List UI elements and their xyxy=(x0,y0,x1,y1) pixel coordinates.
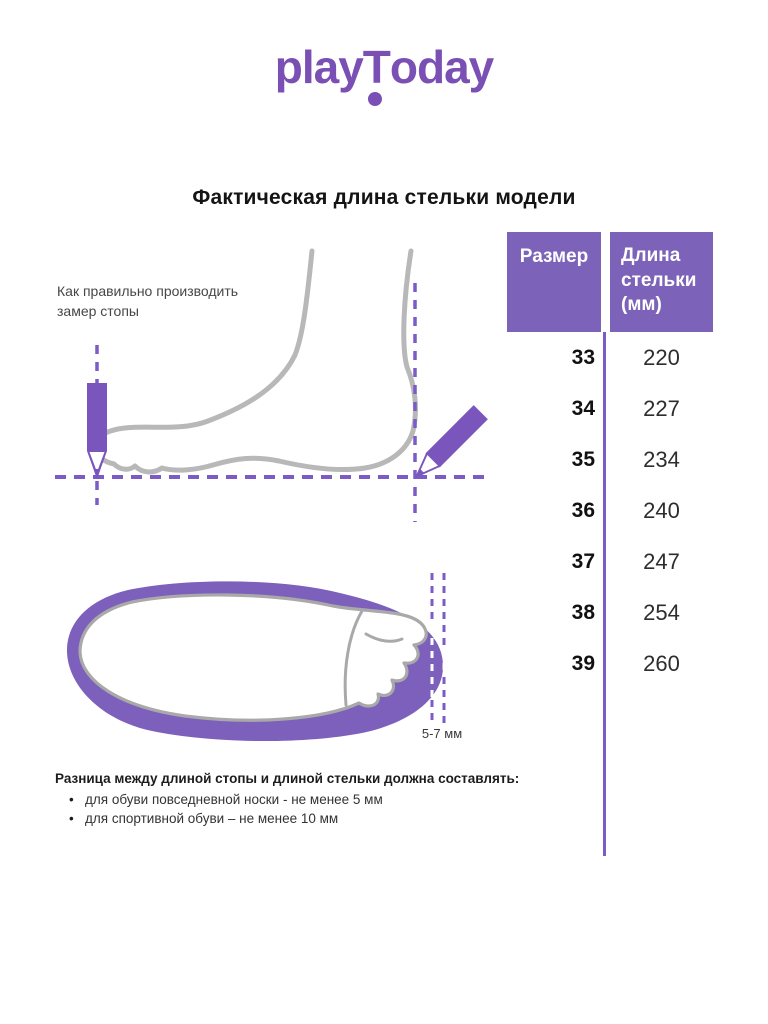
length-cell: 240 xyxy=(643,497,680,523)
logo-text-oday: oday xyxy=(389,41,494,93)
gap-guide-lines xyxy=(430,573,446,723)
length-column-header: Длина стельки (мм) xyxy=(610,232,713,332)
size-cell: 36 xyxy=(571,498,595,522)
size-column-header: Размер xyxy=(507,232,601,332)
toe-crease-line xyxy=(364,632,404,643)
gap-measurement-label: 5-7 мм xyxy=(421,726,463,741)
measure-instruction: Как правильно производить замер стопы xyxy=(57,281,238,322)
size-cell: 38 xyxy=(571,600,595,624)
measure-instruction-line1: Как правильно производить xyxy=(57,283,239,299)
size-table-body: 33 220 34 227 35 234 36 240 37 247 38 25… xyxy=(507,332,713,689)
table-row: 35 234 xyxy=(507,434,713,485)
table-row: 36 240 xyxy=(507,485,713,536)
bullet-dot: • xyxy=(69,792,74,807)
size-cell: 39 xyxy=(571,651,595,675)
logo-dot xyxy=(367,92,382,106)
length-cell: 227 xyxy=(643,395,680,421)
length-cell: 247 xyxy=(643,548,680,574)
fit-difference-notes: Разница между длиной стопы и длиной стел… xyxy=(55,771,555,828)
measure-instruction-line2: замер стопы xyxy=(57,303,139,320)
pencil-icon xyxy=(415,405,488,478)
table-row: 38 254 xyxy=(507,587,713,638)
notes-list: • для обуви повседневной носки - не мене… xyxy=(55,791,555,828)
bullet-dot: • xyxy=(69,810,74,826)
size-cell: 34 xyxy=(571,396,595,420)
page-title: Фактическая длина стельки модели xyxy=(192,186,576,209)
table-row: 33 220 xyxy=(507,332,713,383)
notes-heading: Разница между длиной стопы и длиной стел… xyxy=(55,771,520,786)
foot-sole-outline xyxy=(78,593,428,722)
length-cell: 260 xyxy=(643,650,680,676)
note-item: • для обуви повседневной носки - не мене… xyxy=(55,791,555,810)
sole-crease-line xyxy=(343,609,364,707)
logo-text-play: play xyxy=(274,41,364,93)
length-cell: 220 xyxy=(643,344,680,370)
length-cell: 234 xyxy=(643,446,680,472)
note-text: для спортивной обуви – не менее 10 мм xyxy=(85,810,339,826)
logo-letter-t: T xyxy=(363,40,391,106)
foot-outline xyxy=(93,248,418,475)
table-row: 39 260 xyxy=(507,638,713,689)
foot-measurement-illustration xyxy=(55,248,490,522)
size-cell: 35 xyxy=(571,447,595,471)
note-text: для обуви повседневной носки - не менее … xyxy=(85,792,383,807)
note-item: • для спортивной обуви – не менее 10 мм xyxy=(55,810,555,829)
pencil-icon xyxy=(87,383,107,479)
table-row: 34 227 xyxy=(507,383,713,434)
insole-illustration xyxy=(66,573,446,742)
table-column-divider xyxy=(603,332,606,856)
size-cell: 37 xyxy=(571,549,595,573)
table-row: 37 247 xyxy=(507,536,713,587)
size-cell: 33 xyxy=(571,345,595,369)
length-cell: 254 xyxy=(643,599,680,625)
